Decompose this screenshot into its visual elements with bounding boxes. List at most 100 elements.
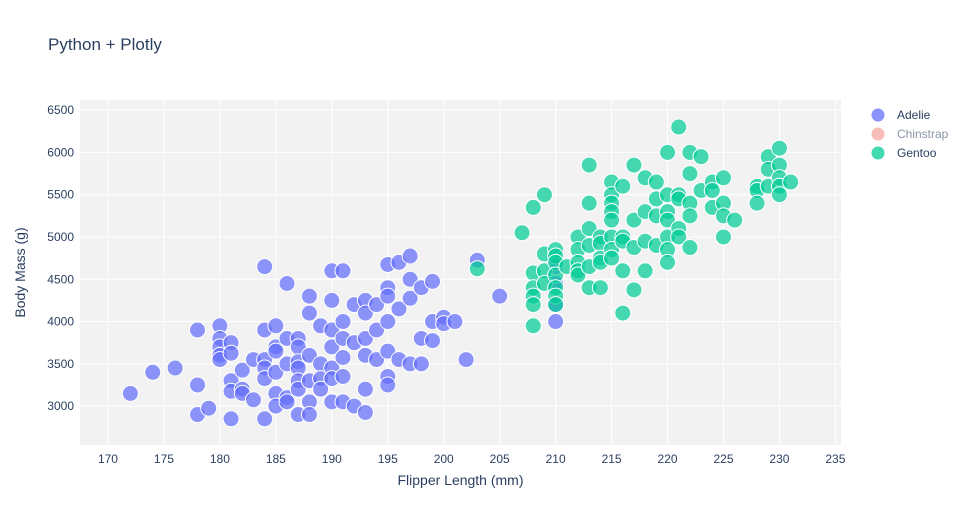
- data-point[interactable]: [189, 376, 207, 394]
- series-gentoo: [468, 118, 800, 335]
- data-point[interactable]: [189, 321, 207, 339]
- legend-item-chinstrap[interactable]: Chinstrap: [870, 126, 949, 142]
- data-point[interactable]: [603, 211, 621, 229]
- data-point[interactable]: [166, 359, 184, 377]
- data-point[interactable]: [233, 361, 251, 379]
- data-point[interactable]: [468, 260, 486, 278]
- data-point[interactable]: [356, 380, 374, 398]
- data-point[interactable]: [782, 173, 800, 191]
- data-point[interactable]: [670, 118, 688, 136]
- data-point[interactable]: [591, 279, 609, 297]
- data-point[interactable]: [491, 287, 509, 305]
- data-point[interactable]: [334, 313, 352, 331]
- data-point[interactable]: [244, 391, 262, 409]
- data-point[interactable]: [726, 211, 744, 229]
- data-point[interactable]: [334, 348, 352, 366]
- legend-marker-icon: [870, 145, 886, 161]
- data-point[interactable]: [547, 296, 565, 314]
- data-point[interactable]: [681, 207, 699, 225]
- chart-title: Python + Plotly: [48, 35, 162, 54]
- data-point[interactable]: [256, 258, 274, 276]
- data-point[interactable]: [300, 406, 318, 424]
- data-point[interactable]: [379, 313, 397, 331]
- data-point[interactable]: [681, 165, 699, 183]
- data-point[interactable]: [580, 194, 598, 212]
- data-point[interactable]: [614, 304, 632, 322]
- data-point[interactable]: [524, 317, 542, 335]
- legend-label: Chinstrap: [897, 127, 949, 141]
- data-point[interactable]: [323, 291, 341, 309]
- data-point[interactable]: [300, 287, 318, 305]
- x-tick-label: 225: [713, 452, 733, 466]
- y-tick-label: 5000: [47, 230, 74, 244]
- data-point[interactable]: [535, 186, 553, 204]
- data-point[interactable]: [278, 393, 296, 411]
- data-point[interactable]: [614, 262, 632, 280]
- x-tick-label: 170: [98, 452, 118, 466]
- data-point[interactable]: [681, 239, 699, 257]
- x-axis-title: Flipper Length (mm): [397, 472, 523, 488]
- data-point[interactable]: [625, 281, 643, 299]
- data-point[interactable]: [703, 181, 721, 199]
- data-point[interactable]: [524, 198, 542, 216]
- data-point[interactable]: [714, 169, 732, 187]
- data-point[interactable]: [222, 344, 240, 362]
- data-point[interactable]: [547, 313, 565, 331]
- data-point[interactable]: [278, 274, 296, 292]
- data-point[interactable]: [670, 228, 688, 246]
- data-point[interactable]: [580, 156, 598, 174]
- data-point[interactable]: [524, 296, 542, 314]
- x-tick-label: 220: [658, 452, 678, 466]
- data-point[interactable]: [390, 300, 408, 318]
- data-point[interactable]: [356, 403, 374, 421]
- data-point[interactable]: [424, 332, 442, 350]
- data-point[interactable]: [714, 228, 732, 246]
- data-point[interactable]: [144, 363, 162, 381]
- data-point[interactable]: [379, 376, 397, 394]
- data-point[interactable]: [659, 253, 677, 271]
- x-tick-label: 230: [769, 452, 789, 466]
- data-point[interactable]: [267, 317, 285, 335]
- data-point[interactable]: [300, 304, 318, 322]
- data-point[interactable]: [636, 262, 654, 280]
- y-tick-label: 4500: [47, 272, 74, 286]
- data-point[interactable]: [267, 342, 285, 360]
- data-point[interactable]: [770, 139, 788, 157]
- data-point[interactable]: [222, 410, 240, 428]
- x-tick-label: 210: [546, 452, 566, 466]
- plot-background[interactable]: [80, 100, 841, 445]
- legend-marker-icon: [870, 126, 886, 142]
- data-point[interactable]: [748, 194, 766, 212]
- data-point[interactable]: [659, 143, 677, 161]
- x-tick-label: 180: [210, 452, 230, 466]
- data-point[interactable]: [424, 272, 442, 290]
- x-tick-label: 215: [602, 452, 622, 466]
- data-point[interactable]: [692, 148, 710, 166]
- data-point[interactable]: [513, 224, 531, 242]
- series-adelie: [121, 247, 565, 428]
- data-point[interactable]: [121, 384, 139, 402]
- data-point[interactable]: [334, 368, 352, 386]
- data-point[interactable]: [401, 247, 419, 265]
- x-tick-label: 185: [266, 452, 286, 466]
- data-point[interactable]: [770, 186, 788, 204]
- data-point[interactable]: [625, 156, 643, 174]
- data-point[interactable]: [379, 287, 397, 305]
- data-point[interactable]: [412, 355, 430, 373]
- y-tick-label: 6500: [47, 103, 74, 117]
- data-points: [121, 118, 800, 428]
- data-point[interactable]: [446, 313, 464, 331]
- legend-item-gentoo[interactable]: Gentoo: [870, 145, 937, 161]
- y-axis-ticks: 3000 3500 4000 4500 5000 5500 6000 6500: [47, 103, 74, 413]
- data-point[interactable]: [614, 177, 632, 195]
- data-point[interactable]: [603, 249, 621, 267]
- data-point[interactable]: [312, 380, 330, 398]
- data-point[interactable]: [647, 173, 665, 191]
- data-point[interactable]: [401, 289, 419, 307]
- data-point[interactable]: [256, 410, 274, 428]
- y-tick-label: 4000: [47, 315, 74, 329]
- data-point[interactable]: [200, 399, 218, 417]
- data-point[interactable]: [334, 262, 352, 280]
- legend-item-adelie[interactable]: Adelie: [870, 107, 931, 123]
- data-point[interactable]: [457, 351, 475, 369]
